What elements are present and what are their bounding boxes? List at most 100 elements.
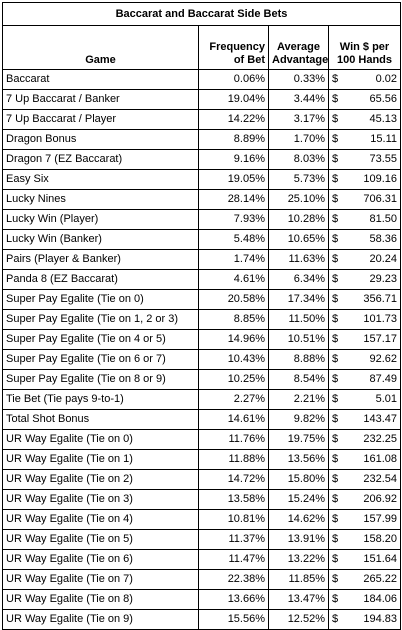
win-amount: 157.99 — [363, 513, 397, 525]
currency-symbol: $ — [332, 193, 339, 205]
frequency-cell: 15.56% — [198, 609, 269, 630]
game-cell: Super Pay Egalite (Tie on 4 or 5) — [2, 329, 199, 350]
game-cell: 7 Up Baccarat / Player — [2, 109, 199, 130]
win-cell: $184.06 — [328, 589, 401, 610]
game-cell: Super Pay Egalite (Tie on 6 or 7) — [2, 349, 199, 370]
header-advantage-line2: Advantage — [272, 54, 329, 66]
table-row: Super Pay Egalite (Tie on 4 or 5) 14.96%… — [2, 329, 401, 350]
win-cell: $65.56 — [328, 89, 401, 110]
currency-symbol: $ — [332, 413, 339, 425]
frequency-cell: 11.88% — [198, 449, 269, 470]
win-cell: $15.11 — [328, 129, 401, 150]
win-cell: $29.23 — [328, 269, 401, 290]
win-amount: 151.64 — [363, 553, 397, 565]
game-cell: Dragon Bonus — [2, 129, 199, 150]
win-amount: 15.11 — [370, 133, 397, 145]
advantage-cell: 1.70% — [268, 129, 329, 150]
advantage-cell: 13.22% — [268, 549, 329, 570]
win-amount: 158.20 — [363, 533, 397, 545]
frequency-cell: 10.43% — [198, 349, 269, 370]
table-row: UR Way Egalite (Tie on 2) 14.72% 15.80% … — [2, 469, 401, 490]
win-cell: $232.25 — [328, 429, 401, 450]
currency-symbol: $ — [332, 613, 339, 625]
table-row: Super Pay Egalite (Tie on 6 or 7) 10.43%… — [2, 349, 401, 370]
frequency-cell: 19.05% — [198, 169, 269, 190]
currency-symbol: $ — [332, 533, 339, 545]
currency-symbol: $ — [332, 333, 339, 345]
win-cell: $81.50 — [328, 209, 401, 230]
frequency-cell: 8.85% — [198, 309, 269, 330]
win-amount: 5.01 — [375, 393, 397, 405]
advantage-cell: 25.10% — [268, 189, 329, 210]
frequency-cell: 0.06% — [198, 69, 269, 90]
advantage-cell: 5.73% — [268, 169, 329, 190]
currency-symbol: $ — [332, 73, 339, 85]
game-cell: Tie Bet (Tie pays 9-to-1) — [2, 389, 199, 410]
currency-symbol: $ — [332, 153, 339, 165]
game-cell: UR Way Egalite (Tie on 1) — [2, 449, 199, 470]
advantage-cell: 13.47% — [268, 589, 329, 610]
game-cell: Lucky Win (Banker) — [2, 229, 199, 250]
win-cell: $20.24 — [328, 249, 401, 270]
frequency-cell: 28.14% — [198, 189, 269, 210]
win-cell: $92.62 — [328, 349, 401, 370]
win-cell: $706.31 — [328, 189, 401, 210]
currency-symbol: $ — [332, 373, 339, 385]
table-row: UR Way Egalite (Tie on 9) 15.56% 12.52% … — [2, 609, 401, 630]
frequency-cell: 13.66% — [198, 589, 269, 610]
table-row: Easy Six 19.05% 5.73% $109.16 — [2, 169, 401, 190]
win-cell: $5.01 — [328, 389, 401, 410]
advantage-cell: 3.17% — [268, 109, 329, 130]
win-cell: $265.22 — [328, 569, 401, 590]
game-cell: UR Way Egalite (Tie on 3) — [2, 489, 199, 510]
win-cell: $232.54 — [328, 469, 401, 490]
currency-symbol: $ — [332, 293, 339, 305]
frequency-cell: 8.89% — [198, 129, 269, 150]
game-cell: Lucky Win (Player) — [2, 209, 199, 230]
win-cell: $206.92 — [328, 489, 401, 510]
frequency-cell: 11.76% — [198, 429, 269, 450]
header-advantage: Average Advantage — [268, 25, 329, 70]
win-cell: $356.71 — [328, 289, 401, 310]
table-row: Lucky Win (Player) 7.93% 10.28% $81.50 — [2, 209, 401, 230]
currency-symbol: $ — [332, 433, 339, 445]
table-row: UR Way Egalite (Tie on 7) 22.38% 11.85% … — [2, 569, 401, 590]
game-cell: UR Way Egalite (Tie on 8) — [2, 589, 199, 610]
win-amount: 265.22 — [363, 573, 397, 585]
currency-symbol: $ — [332, 513, 339, 525]
header-win-line1: Win $ per — [339, 41, 390, 53]
win-amount: 232.54 — [363, 473, 397, 485]
win-cell: $45.13 — [328, 109, 401, 130]
advantage-cell: 13.56% — [268, 449, 329, 470]
game-cell: UR Way Egalite (Tie on 4) — [2, 509, 199, 530]
win-amount: 194.83 — [363, 613, 397, 625]
frequency-cell: 1.74% — [198, 249, 269, 270]
win-amount: 20.24 — [369, 253, 397, 265]
table-row: Dragon 7 (EZ Baccarat) 9.16% 8.03% $73.5… — [2, 149, 401, 170]
frequency-cell: 19.04% — [198, 89, 269, 110]
game-cell: Super Pay Egalite (Tie on 8 or 9) — [2, 369, 199, 390]
advantage-cell: 3.44% — [268, 89, 329, 110]
currency-symbol: $ — [332, 133, 339, 145]
win-cell: $58.36 — [328, 229, 401, 250]
currency-symbol: $ — [332, 173, 339, 185]
table-row: UR Way Egalite (Tie on 1) 11.88% 13.56% … — [2, 449, 401, 470]
table-row: UR Way Egalite (Tie on 5) 11.37% 13.91% … — [2, 529, 401, 550]
win-cell: $158.20 — [328, 529, 401, 550]
game-cell: Pairs (Player & Banker) — [2, 249, 199, 270]
game-cell: UR Way Egalite (Tie on 6) — [2, 549, 199, 570]
advantage-cell: 9.82% — [268, 409, 329, 430]
win-amount: 45.13 — [369, 113, 397, 125]
win-amount: 29.23 — [369, 273, 397, 285]
advantage-cell: 2.21% — [268, 389, 329, 410]
frequency-cell: 9.16% — [198, 149, 269, 170]
table-row: UR Way Egalite (Tie on 8) 13.66% 13.47% … — [2, 589, 401, 610]
advantage-cell: 11.85% — [268, 569, 329, 590]
win-amount: 157.17 — [363, 333, 397, 345]
table-body: Baccarat 0.06% 0.33% $0.02 7 Up Baccarat… — [2, 69, 401, 630]
win-amount: 206.92 — [363, 493, 397, 505]
win-amount: 73.55 — [369, 153, 397, 165]
advantage-cell: 17.34% — [268, 289, 329, 310]
